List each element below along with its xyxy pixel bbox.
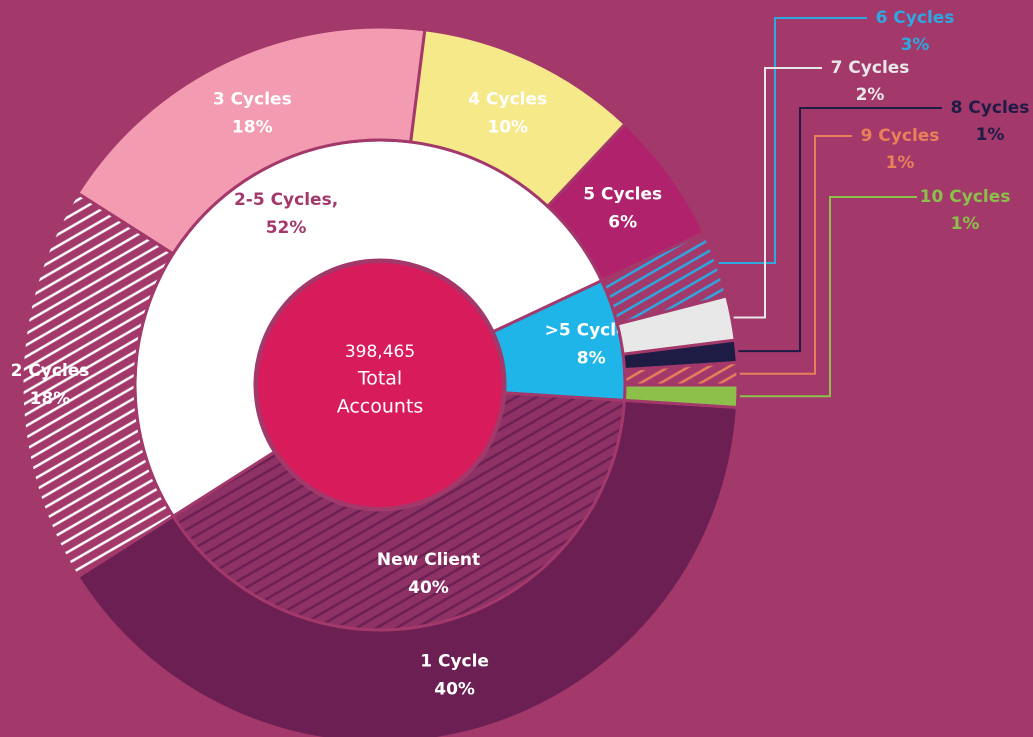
slice-label: 8 Cycles <box>951 98 1030 118</box>
value-label: 8% <box>577 349 606 369</box>
value-label: 1% <box>976 125 1005 145</box>
value-label: 1% <box>886 153 915 173</box>
slice-label: 10 Cycles <box>920 187 1011 207</box>
center-text: Accounts <box>337 396 424 418</box>
slice-label: >5 Cycles <box>545 321 638 341</box>
leader-line <box>733 67 822 319</box>
slice-label: 2-5 Cycles, <box>234 190 338 210</box>
leader-line <box>738 107 942 353</box>
slice <box>75 398 739 737</box>
value-label: 10% <box>487 118 528 138</box>
leader-line <box>718 17 867 265</box>
slice <box>622 383 740 410</box>
value-label: 3% <box>901 35 930 55</box>
slice-label: 7 Cycles <box>831 58 910 78</box>
leader-line <box>739 196 917 398</box>
value-label: 18% <box>30 389 71 409</box>
slice-label: 6 Cycles <box>876 8 955 28</box>
slice-label: New Client <box>377 550 480 570</box>
center-circle <box>258 263 502 507</box>
center-text: Total <box>357 368 402 390</box>
value-label: 40% <box>434 680 475 700</box>
value-label: 6% <box>608 213 637 233</box>
slice-label: 9 Cycles <box>861 126 940 146</box>
slice-label: 2 Cycles <box>11 361 90 381</box>
value-label: 52% <box>266 218 307 238</box>
slice-label: 3 Cycles <box>213 90 292 110</box>
slice-label: 4 Cycles <box>468 90 547 110</box>
value-label: 18% <box>232 118 273 138</box>
value-label: 1% <box>951 214 980 234</box>
slice-label: 5 Cycles <box>583 185 662 205</box>
value-label: 40% <box>408 578 449 598</box>
value-label: 2% <box>856 85 885 105</box>
center-value: 398,465 <box>345 342 415 362</box>
slice-label: 1 Cycle <box>420 652 489 672</box>
leader-line <box>739 135 852 375</box>
